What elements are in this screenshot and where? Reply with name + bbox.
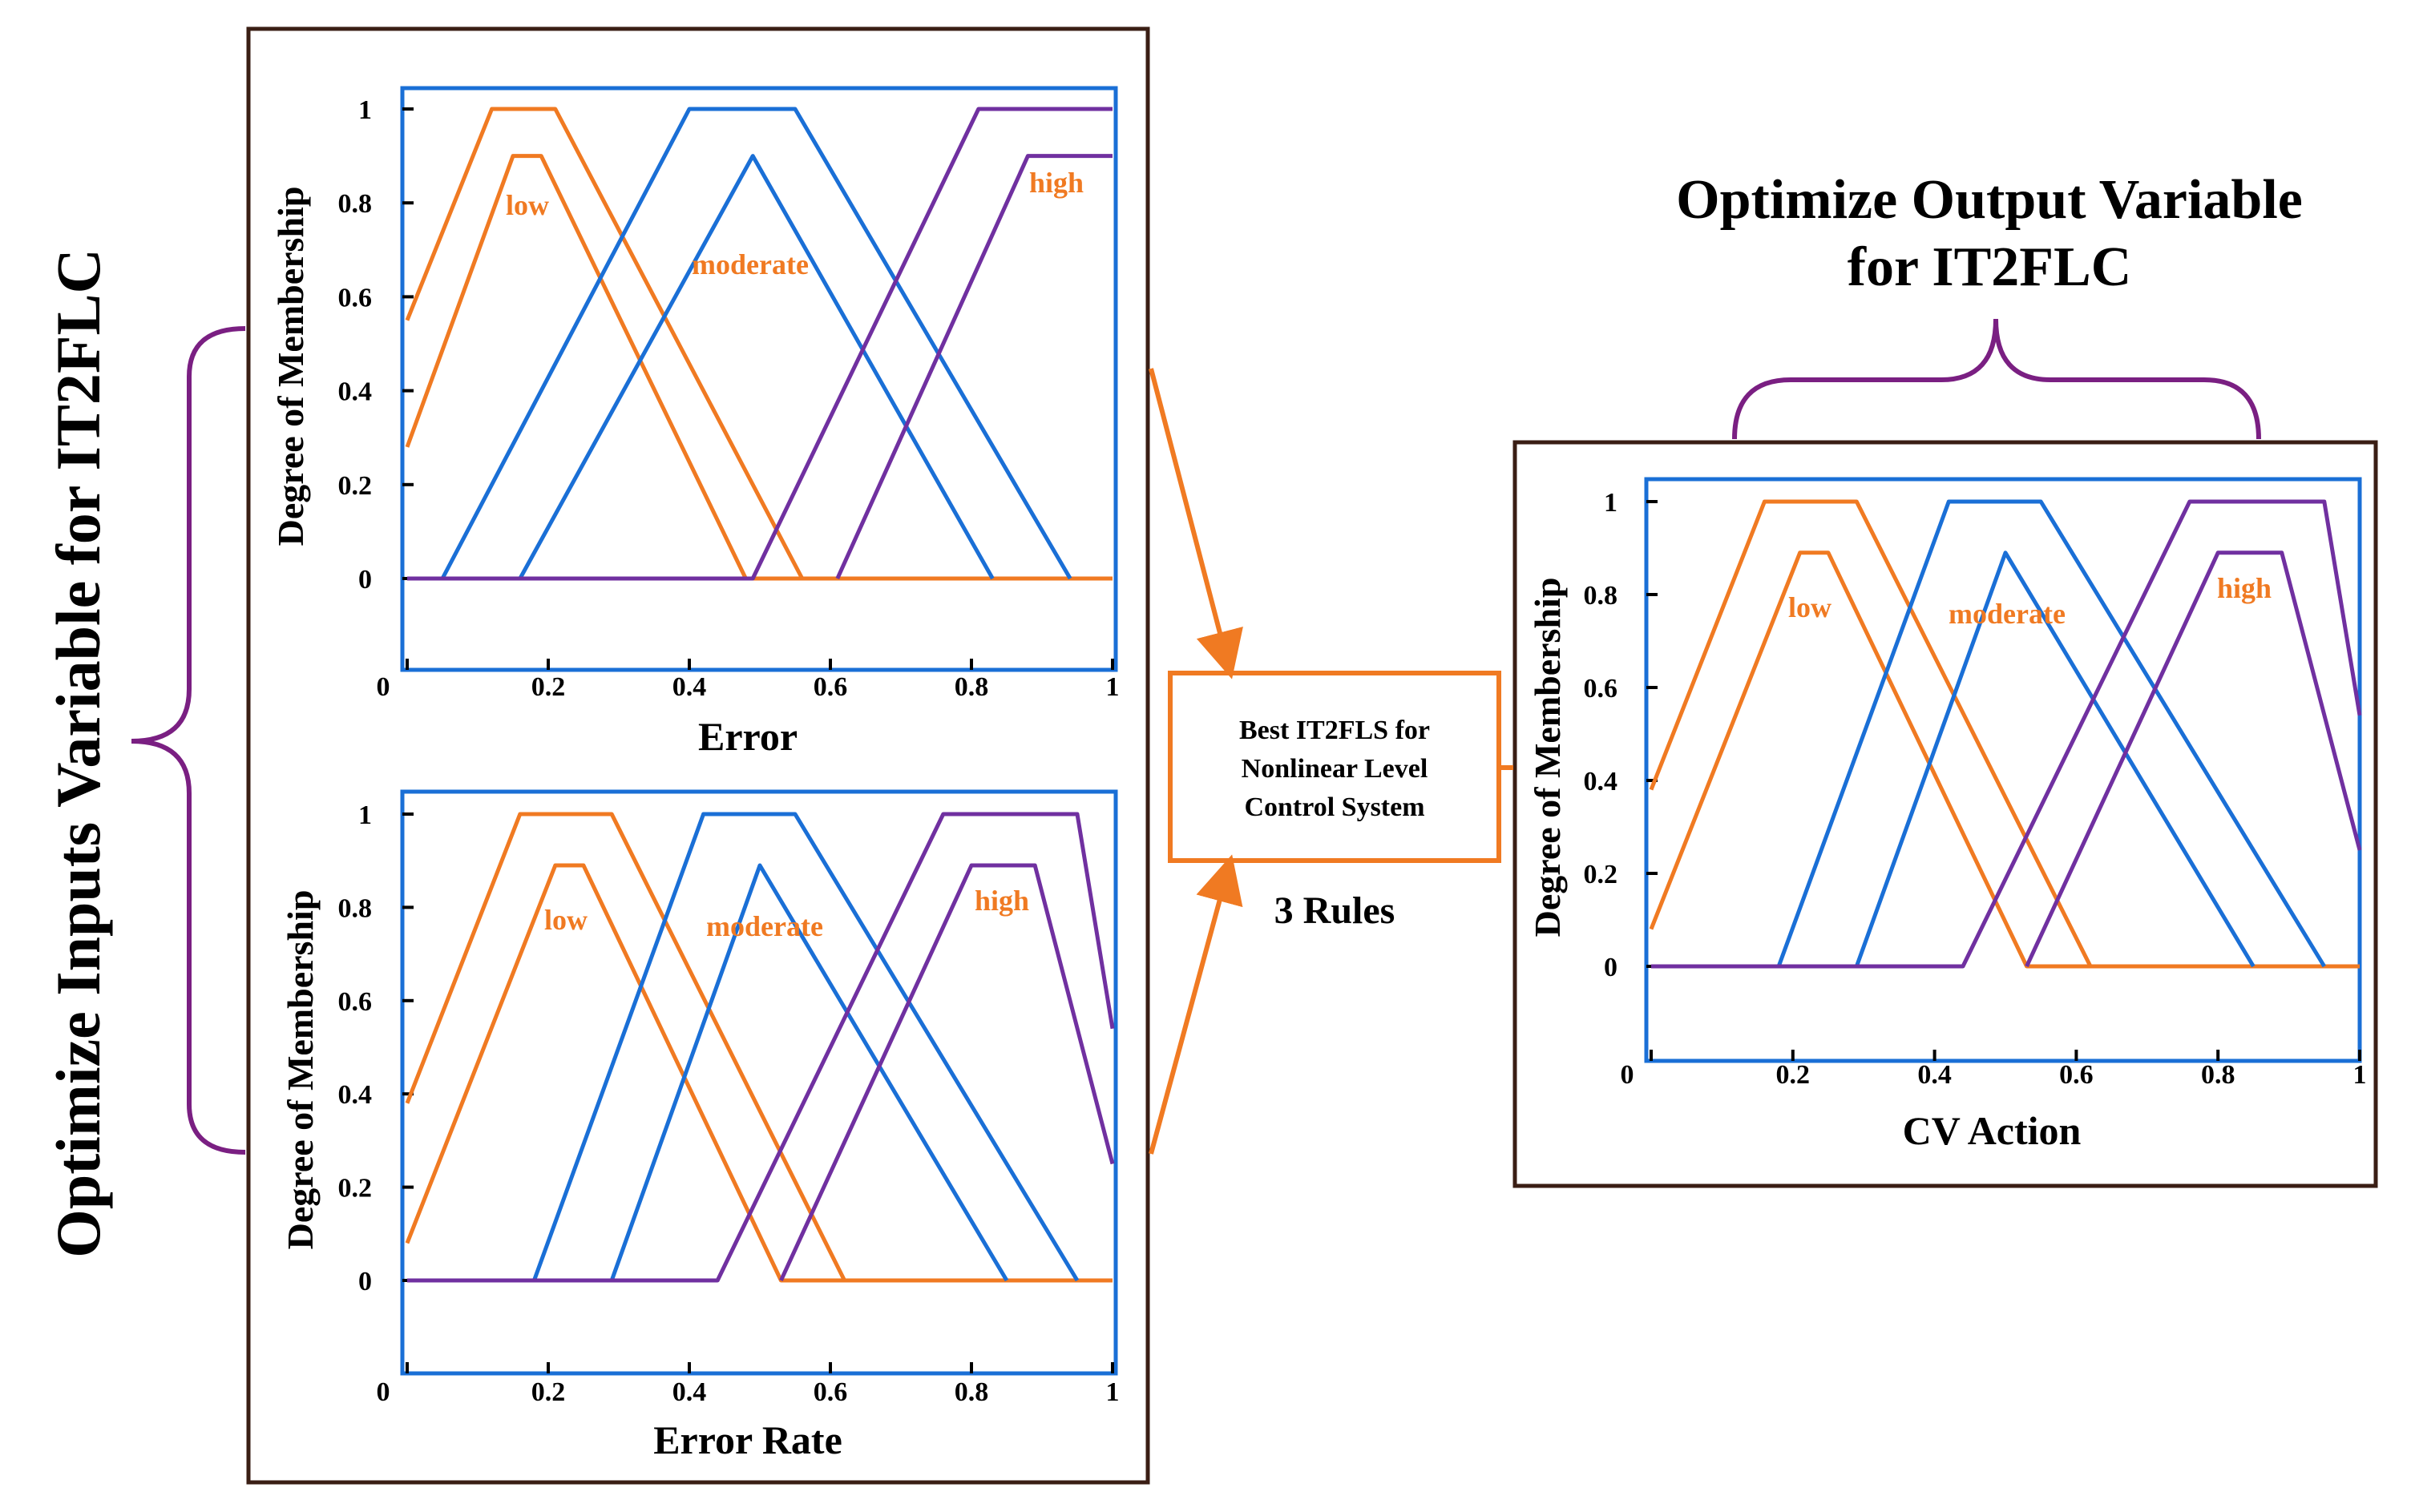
y-tick-label: 1	[1604, 488, 1617, 518]
x-tick-label: 0.8	[955, 672, 989, 702]
mf-high-lower	[2025, 550, 2362, 968]
set-label-high: high	[2217, 572, 2272, 604]
x-tick-label: 0.8	[2201, 1060, 2235, 1090]
x-tick-label: 1	[1106, 1377, 1120, 1407]
mf-high-upper	[1651, 499, 2362, 969]
inputs-caption: Optimize Inputs Variable for IT2FLC	[43, 248, 113, 1258]
axes-box	[400, 789, 1118, 1376]
mf-low-lower	[405, 154, 1113, 581]
y-tick-label: 0.6	[338, 283, 373, 312]
mf-moderate-upper	[532, 812, 1080, 1282]
set-label-high: high	[975, 885, 1029, 917]
inputs-brace	[131, 326, 246, 1155]
mf-high-lower	[779, 863, 1115, 1282]
y-tick-label: 1	[358, 800, 372, 830]
set-label-low: low	[544, 904, 588, 936]
x-tick-label: 0.2	[531, 672, 566, 702]
mf-low-upper	[405, 107, 1113, 581]
mf-low-lower	[1649, 550, 2360, 969]
y-tick-label: 1	[358, 95, 372, 125]
axes-box	[1644, 477, 2362, 1063]
rules-label: 3 Rules	[1274, 889, 1395, 932]
x-tick-label: 0	[1621, 1060, 1634, 1090]
axes-box	[400, 86, 1118, 672]
x-tick-label: 1	[2353, 1060, 2367, 1090]
x-tick-label: 0	[377, 1377, 390, 1407]
y-tick-label: 0.8	[1584, 581, 1618, 611]
x-tick-label: 0.6	[2059, 1060, 2094, 1090]
output-caption-line1: Optimize Output Variable	[1676, 169, 2303, 231]
rule-box-line-1: Best IT2FLS for	[1239, 716, 1430, 745]
output-frame	[1512, 440, 2378, 1188]
y-tick-label: 0.4	[338, 1080, 373, 1110]
set-label-low: low	[506, 189, 549, 221]
set-label-moderate: moderate	[1949, 598, 2066, 630]
rule-box	[1168, 671, 1501, 863]
chart-error-rate: 0 0.2 0.4 0.6 0.8 1 0 0.2 0.4 0.6 0.8 1 low moderate h…	[280, 789, 1120, 1462]
rule-box-line-2: Nonlinear Level	[1242, 754, 1428, 784]
x-tick-label: 0.6	[814, 1377, 848, 1407]
x-tick-label: 0.2	[531, 1377, 566, 1407]
y-tick-label: 0	[1604, 953, 1617, 982]
mf-moderate-lower	[1855, 550, 2256, 968]
inputs-frame	[246, 26, 1150, 1485]
x-axis-label: Error Rate	[653, 1417, 842, 1462]
y-axis-label: Degree of Membership	[280, 890, 321, 1250]
arrow-error-to-rules	[1149, 368, 1243, 679]
set-label-low: low	[1788, 591, 1831, 623]
mf-moderate-upper	[1776, 499, 2326, 968]
y-tick-label: 0.6	[1584, 674, 1618, 704]
mf-high-upper	[407, 812, 1115, 1283]
mf-moderate-lower	[518, 154, 995, 580]
x-tick-label: 0.2	[1776, 1060, 1811, 1090]
chart-error: 0 0.2 0.4 0.6 0.8 1 0 0.2 0.4 0.6 0.8 1 low moderate h…	[270, 86, 1120, 759]
y-tick-label: 0	[358, 1267, 372, 1296]
set-label-high: high	[1029, 167, 1084, 199]
output-caption-line2: for IT2FLC	[1848, 236, 2132, 298]
y-axis-label: Degree of Membership	[1527, 578, 1568, 937]
arrow-errorrate-to-rules	[1149, 854, 1243, 1155]
y-tick-label: 0.2	[338, 471, 373, 501]
chart-cv-action: 0 0.2 0.4 0.6 0.8 1 0 0.2 0.4 0.6 0.8 1 low moderate h…	[1527, 477, 2367, 1153]
x-tick-label: 0	[377, 672, 390, 702]
mf-high-lower	[835, 154, 1113, 580]
x-tick-label: 0.4	[672, 1377, 707, 1407]
x-tick-label: 1	[1106, 672, 1120, 702]
set-label-moderate: moderate	[706, 910, 823, 942]
rule-box-line-3: Control System	[1244, 792, 1424, 822]
output-brace	[1732, 318, 2261, 440]
y-tick-label: 0.2	[338, 1174, 373, 1204]
mf-moderate-lower	[609, 863, 1009, 1282]
mf-low-upper	[1649, 499, 2360, 969]
y-tick-label: 0.4	[338, 377, 373, 407]
x-tick-label: 0.4	[672, 672, 707, 702]
y-tick-label: 0.8	[338, 189, 373, 219]
x-axis-label: CV Action	[1903, 1108, 2082, 1153]
x-tick-label: 0.8	[955, 1377, 989, 1407]
y-tick-label: 0	[358, 565, 372, 595]
x-axis-label: Error	[698, 714, 798, 759]
mf-low-lower	[405, 863, 1113, 1283]
y-tick-label: 0.8	[338, 893, 373, 923]
mf-moderate-upper	[440, 107, 1072, 580]
y-tick-label: 0.2	[1584, 860, 1618, 889]
x-tick-label: 0.6	[814, 672, 848, 702]
y-tick-label: 0.4	[1584, 767, 1618, 796]
y-tick-label: 0.6	[338, 987, 373, 1017]
set-label-moderate: moderate	[692, 248, 809, 280]
mf-high-upper	[407, 107, 1113, 581]
x-tick-label: 0.4	[1917, 1060, 1952, 1090]
y-axis-label: Degree of Membership	[270, 187, 311, 546]
